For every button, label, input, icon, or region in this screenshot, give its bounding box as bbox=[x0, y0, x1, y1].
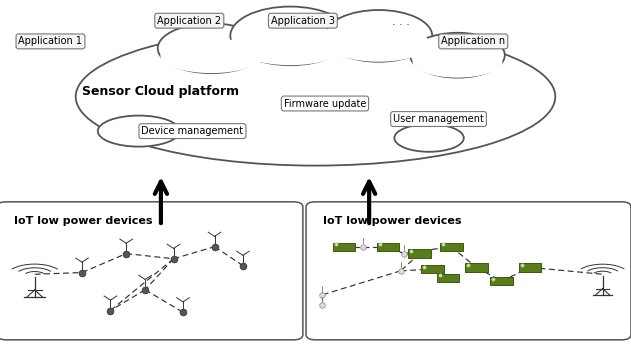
Ellipse shape bbox=[233, 24, 347, 65]
Text: Application n: Application n bbox=[441, 37, 505, 46]
Ellipse shape bbox=[160, 38, 262, 73]
Text: Firmware update: Firmware update bbox=[284, 99, 366, 108]
Text: IoT low power devices: IoT low power devices bbox=[323, 216, 461, 226]
Ellipse shape bbox=[158, 23, 265, 73]
Text: Device management: Device management bbox=[141, 126, 244, 136]
FancyBboxPatch shape bbox=[519, 263, 541, 272]
Text: . . .: . . . bbox=[392, 18, 410, 27]
FancyBboxPatch shape bbox=[421, 265, 444, 273]
FancyBboxPatch shape bbox=[490, 277, 513, 285]
FancyBboxPatch shape bbox=[333, 243, 355, 251]
FancyBboxPatch shape bbox=[408, 249, 431, 258]
Text: User management: User management bbox=[393, 114, 484, 124]
FancyBboxPatch shape bbox=[440, 243, 463, 251]
Ellipse shape bbox=[413, 46, 502, 78]
Ellipse shape bbox=[230, 7, 350, 65]
Ellipse shape bbox=[98, 116, 180, 147]
Text: Application 3: Application 3 bbox=[271, 16, 335, 26]
FancyBboxPatch shape bbox=[437, 274, 459, 282]
FancyBboxPatch shape bbox=[0, 202, 303, 340]
Ellipse shape bbox=[325, 10, 432, 62]
Ellipse shape bbox=[410, 33, 505, 78]
Ellipse shape bbox=[76, 28, 555, 166]
Ellipse shape bbox=[394, 124, 464, 152]
FancyBboxPatch shape bbox=[306, 202, 631, 340]
Text: Sensor Cloud platform: Sensor Cloud platform bbox=[82, 85, 239, 98]
FancyBboxPatch shape bbox=[465, 263, 488, 272]
Text: IoT low power devices: IoT low power devices bbox=[14, 216, 152, 226]
FancyBboxPatch shape bbox=[377, 243, 399, 251]
Text: Application 2: Application 2 bbox=[157, 16, 221, 26]
Ellipse shape bbox=[327, 26, 430, 62]
Text: Application 1: Application 1 bbox=[18, 37, 83, 46]
